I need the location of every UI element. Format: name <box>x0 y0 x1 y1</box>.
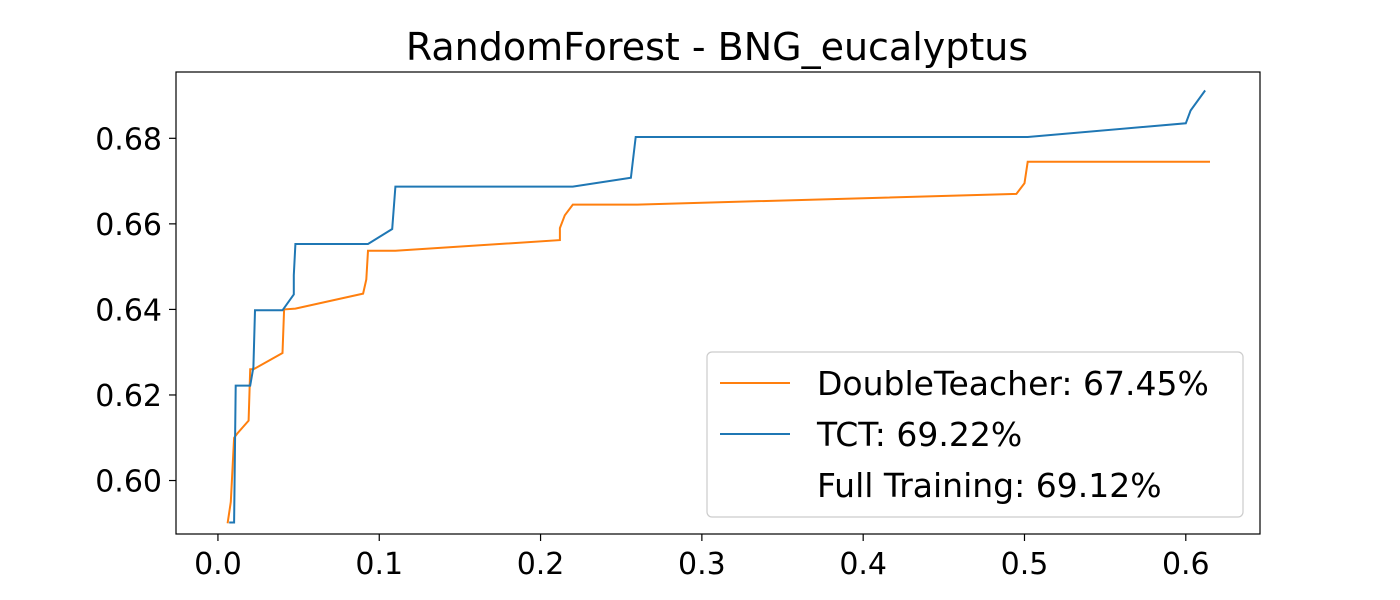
legend-box <box>706 351 1244 518</box>
x-tick-label: 0.1 <box>355 547 403 582</box>
y-axis: 0.60 0.62 0.64 0.66 0.68 <box>95 122 176 500</box>
x-tick-label: 0.6 <box>1162 547 1210 582</box>
plot-frame <box>175 71 1261 535</box>
legend: DoubleTeacher: 67.45% TCT: 69.22% Full Tra… <box>706 351 1244 518</box>
x-tick-label: 0.2 <box>517 547 565 582</box>
y-tick-label: 0.60 <box>95 465 162 500</box>
x-axis: 0.0 0.1 0.2 0.3 0.4 0.5 0.6 <box>194 534 1210 582</box>
y-tick-label: 0.64 <box>95 293 162 328</box>
series-line-1 <box>229 89 1207 524</box>
series-line-0 <box>226 160 1210 524</box>
x-tick-label: 0.5 <box>1001 547 1049 582</box>
x-tick-label: 0.3 <box>678 547 726 582</box>
legend-label-2: Full Training: 69.12% <box>817 466 1162 505</box>
x-tick-label: 0.4 <box>839 547 887 582</box>
y-tick-label: 0.66 <box>95 208 162 243</box>
y-tick-label: 0.62 <box>95 379 162 414</box>
legend-label-0: DoubleTeacher: 67.45% <box>817 364 1209 403</box>
y-tick-label: 0.68 <box>95 122 162 157</box>
chart-title: RandomForest - BNG_eucalyptus <box>406 25 1028 69</box>
x-tick-label: 0.0 <box>194 547 242 582</box>
series-line-2 <box>1204 85 1211 92</box>
plot-area <box>226 85 1211 524</box>
legend-label-1: TCT: 69.22% <box>816 415 1022 454</box>
